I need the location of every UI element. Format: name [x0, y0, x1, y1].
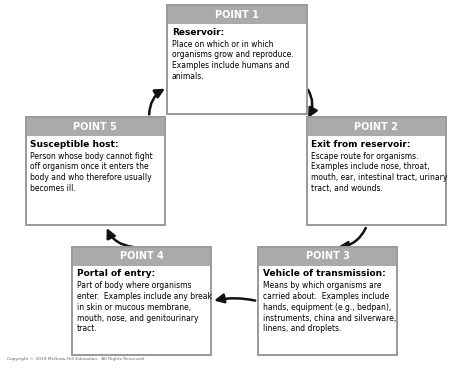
- Text: POINT 4: POINT 4: [120, 251, 164, 262]
- FancyBboxPatch shape: [72, 247, 211, 355]
- Text: Vehicle of transmission:: Vehicle of transmission:: [263, 269, 385, 279]
- Text: Exit from reservoir:: Exit from reservoir:: [311, 139, 411, 149]
- Text: POINT 2: POINT 2: [355, 122, 398, 132]
- Text: Portal of entry:: Portal of entry:: [77, 269, 155, 279]
- Text: Means by which organisms are
carried about.  Examples include
hands, equipment (: Means by which organisms are carried abo…: [263, 282, 396, 333]
- Text: Part of body where organisms
enter.  Examples include any break
in skin or mucou: Part of body where organisms enter. Exam…: [77, 282, 212, 333]
- FancyArrowPatch shape: [149, 90, 163, 114]
- FancyArrowPatch shape: [308, 90, 317, 116]
- FancyBboxPatch shape: [72, 247, 211, 266]
- Text: Place on which or in which
organisms grow and reproduce.
Examples include humans: Place on which or in which organisms gro…: [172, 40, 293, 81]
- Text: Person whose body cannot fight
off organism once it enters the
body and who ther: Person whose body cannot fight off organ…: [30, 152, 153, 193]
- FancyBboxPatch shape: [258, 247, 397, 355]
- Text: POINT 5: POINT 5: [73, 122, 117, 132]
- FancyBboxPatch shape: [26, 117, 165, 136]
- FancyArrowPatch shape: [108, 231, 133, 247]
- Text: Copyright © 2019 McGraw-Hill Education.  All Rights Reserved.: Copyright © 2019 McGraw-Hill Education. …: [7, 357, 146, 361]
- FancyBboxPatch shape: [167, 6, 307, 24]
- FancyBboxPatch shape: [167, 6, 307, 114]
- Text: Escape route for organisms.
Examples include nose, throat,
mouth, ear, intestina: Escape route for organisms. Examples inc…: [311, 152, 448, 193]
- FancyBboxPatch shape: [258, 247, 397, 266]
- Text: Reservoir:: Reservoir:: [172, 28, 224, 37]
- FancyBboxPatch shape: [26, 117, 165, 226]
- FancyArrowPatch shape: [341, 228, 366, 250]
- FancyBboxPatch shape: [307, 117, 446, 226]
- Text: Susceptible host:: Susceptible host:: [30, 139, 119, 149]
- Text: POINT 3: POINT 3: [306, 251, 349, 262]
- FancyBboxPatch shape: [307, 117, 446, 136]
- Text: POINT 1: POINT 1: [215, 10, 259, 20]
- FancyArrowPatch shape: [217, 295, 255, 302]
